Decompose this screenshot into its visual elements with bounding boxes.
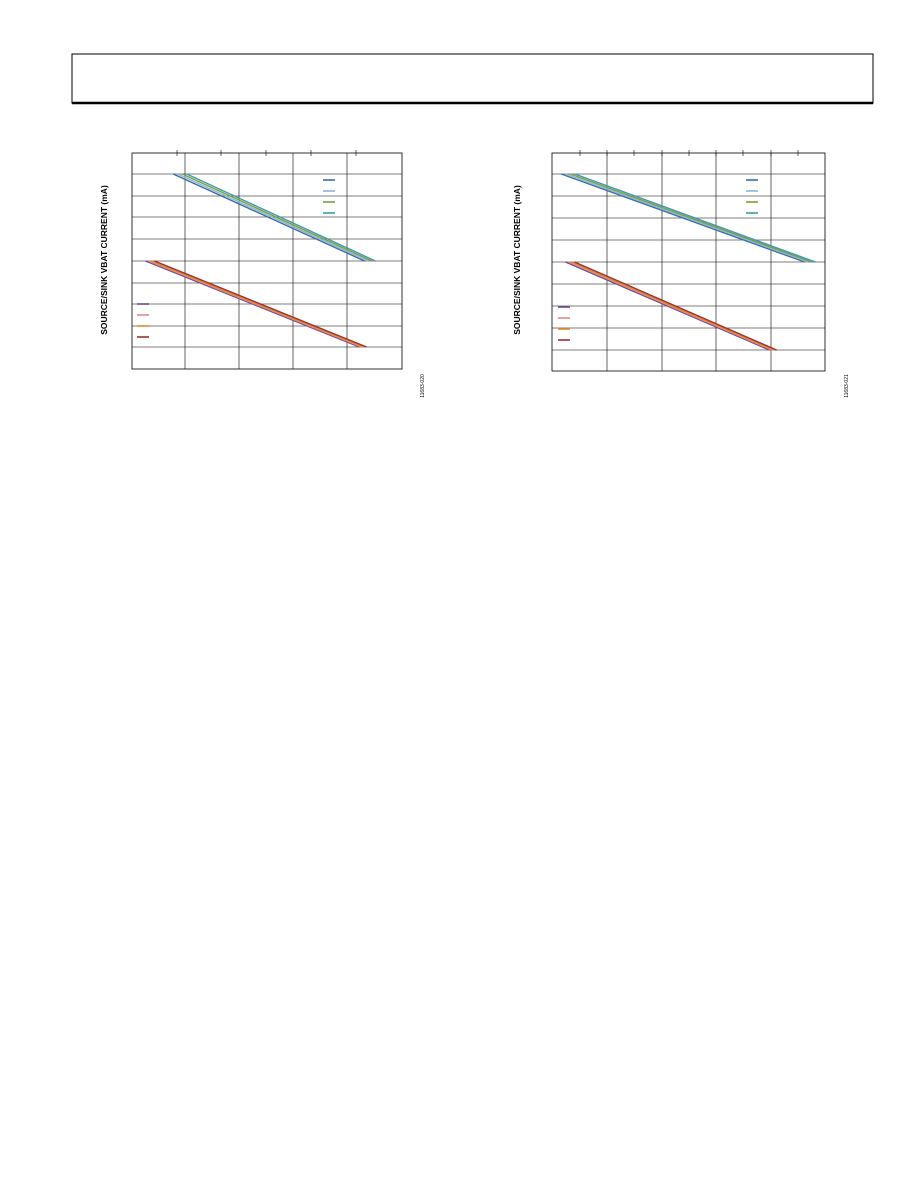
curve [574,261,777,351]
figure-id: 11683-020 [420,374,426,398]
curve [181,173,373,262]
curve [148,260,363,348]
header-box [71,53,874,104]
curve [172,173,365,262]
curve [570,173,813,263]
curve [565,173,809,263]
curve [145,260,360,348]
curve [568,261,773,351]
y-axis-label: SOURCE/SINK VBAT CURRENT (mA) [512,185,522,335]
curve [571,261,775,351]
curve [561,173,805,263]
curve [154,260,367,348]
y-axis-label: SOURCE/SINK VBAT CURRENT (mA) [99,185,109,335]
curve [177,173,369,262]
curve [565,261,770,351]
curve [574,173,816,263]
figure-id: 11683-021 [844,374,850,398]
curve [151,260,365,348]
curve [186,173,376,262]
